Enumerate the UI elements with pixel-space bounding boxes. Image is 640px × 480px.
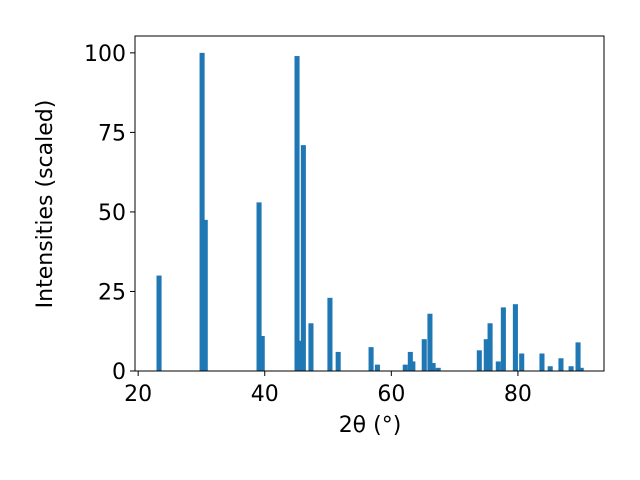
bar [547, 366, 553, 371]
bar [519, 353, 525, 371]
bar [156, 275, 162, 371]
bar [421, 339, 427, 371]
y-tick-label: 50 [98, 201, 126, 226]
bar [402, 364, 408, 371]
bar [374, 364, 380, 371]
bar [539, 353, 545, 371]
bar [435, 367, 441, 371]
bar [427, 313, 433, 371]
plot-frame [134, 35, 605, 372]
bar [487, 323, 493, 371]
bar [199, 52, 205, 371]
bar [300, 145, 306, 371]
y-tick-label: 0 [112, 360, 126, 385]
x-tick-label: 60 [377, 382, 405, 407]
bar [202, 219, 208, 371]
bar [476, 350, 482, 371]
bar [430, 363, 436, 371]
x-tick-label: 20 [124, 382, 152, 407]
y-tick-label: 75 [98, 121, 126, 146]
y-axis-label: Intensities (scaled) [33, 100, 58, 309]
bar [259, 336, 265, 371]
bar [308, 323, 314, 371]
bar [495, 361, 501, 371]
x-tick-label: 40 [251, 382, 279, 407]
x-axis-label: 2θ (°) [339, 413, 402, 438]
bar [500, 307, 506, 371]
bar [483, 339, 489, 371]
bar [410, 361, 416, 371]
bar [256, 202, 262, 371]
bar [327, 297, 333, 371]
bar [575, 342, 581, 371]
bar [294, 56, 300, 372]
y-tick-label: 25 [98, 280, 126, 305]
bar [368, 347, 374, 371]
bar [297, 340, 303, 371]
x-tick-label: 80 [504, 382, 532, 407]
bar [335, 351, 341, 371]
bar [568, 366, 574, 371]
bar [558, 358, 564, 371]
y-tick-label: 100 [84, 42, 126, 67]
bar [578, 367, 584, 371]
bar [512, 304, 518, 371]
